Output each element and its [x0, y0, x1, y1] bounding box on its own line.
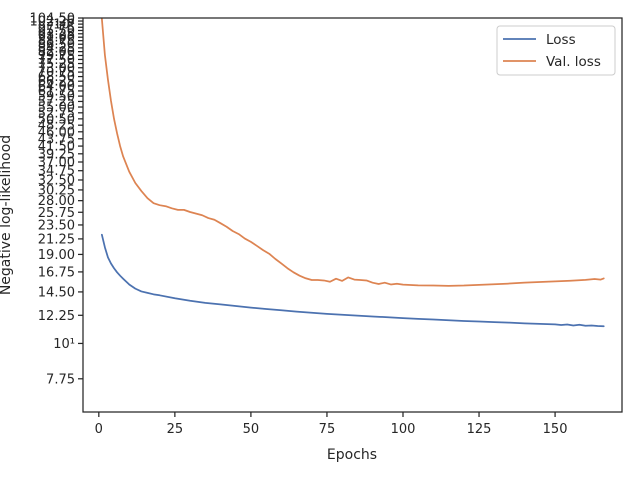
y-tick-label: 16.75 [38, 265, 75, 280]
plot-frame [82, 17, 623, 413]
y-tick-label: 82.00 [38, 45, 75, 60]
y-tick-label: 77.50 [38, 53, 75, 68]
series-layer [100, 17, 605, 328]
y-tick-label: 28.00 [38, 194, 75, 209]
y-tick-label: 41.50 [38, 140, 75, 155]
y-tick-label: 68.50 [38, 70, 75, 85]
y-tick-label: 57.25 [38, 95, 75, 110]
legend: Loss Val. loss [496, 25, 616, 76]
y-tick-label: 84.25 [38, 41, 75, 56]
y-tick-label: 7.75 [46, 372, 75, 387]
y-tick-label: 104.50 [30, 12, 76, 27]
y-tick-label: 50.50 [38, 112, 75, 127]
x-tick-label: 125 [467, 422, 492, 437]
y-tick-label: 46.00 [38, 125, 75, 140]
legend-label-loss: Loss [546, 32, 576, 48]
y-tick-label: 32.50 [38, 173, 75, 188]
plot-background [83, 18, 622, 412]
y-tick-label: 73.00 [38, 61, 75, 76]
y-tick-label: 21.25 [38, 232, 75, 247]
x-tick-label: 100 [391, 422, 416, 437]
y-tick-label: 37.00 [38, 155, 75, 170]
x-axis: 0 25 50 75 100 125 150 [95, 412, 568, 437]
x-tick-label: 75 [319, 422, 336, 437]
y-tick-label: 70.75 [38, 66, 75, 81]
y-tick-label: 55.00 [38, 101, 75, 116]
y-tick-label: 59.50 [38, 90, 75, 105]
y-axis-label: Negative log-likelihood [0, 135, 14, 295]
x-axis-label: Epochs [327, 447, 377, 463]
y-tick-label: 43.75 [38, 132, 75, 147]
y-tick-label: 14.50 [38, 285, 75, 300]
plot-area [83, 18, 622, 412]
x-tick-label: 150 [543, 422, 568, 437]
x-tick-label: 50 [243, 422, 260, 437]
y-tick-label: 52.75 [38, 106, 75, 121]
y-tick-label: 88.75 [38, 34, 75, 49]
legend-entry-val-loss: Val. loss [503, 54, 601, 70]
y-tick-label: 25.75 [38, 206, 75, 221]
x-tick-label: 0 [95, 422, 103, 437]
axes-spines [82, 17, 623, 413]
y-tick-label: 66.25 [38, 75, 75, 90]
y-tick-label: 79.75 [38, 49, 75, 64]
y-tick-label: 93.25 [38, 27, 75, 42]
y-tick-label: 86.50 [38, 38, 75, 53]
y-tick-label: 97.75 [38, 21, 75, 36]
y-axis: 7.75 10¹ 12.25 14.50 16.75 19.0021.2523.5025.… [30, 12, 83, 387]
y-tick-label: 48.25 [38, 119, 75, 134]
series-line-val-loss [100, 17, 605, 287]
y-tick-label: 64.00 [38, 79, 75, 94]
y-tick-label: 91.00 [38, 31, 75, 46]
y-tick-label: 39.25 [38, 147, 75, 162]
x-tick-label: 25 [167, 422, 184, 437]
legend-label-val-loss: Val. loss [546, 54, 601, 70]
y-tick-label: 30.25 [38, 183, 75, 198]
y-tick-label: 95.50 [38, 24, 75, 39]
y-tick-label: 61.75 [38, 84, 75, 99]
y-tick-label: 19.00 [38, 248, 75, 263]
y-tick-label: 34.75 [38, 164, 75, 179]
y-tick-label: 23.50 [38, 218, 75, 233]
y-tick-label: 75.25 [38, 57, 75, 72]
y-tick-label: 12.25 [38, 309, 75, 324]
y-tick-label: 102.25 [30, 15, 76, 30]
legend-entry-loss: Loss [503, 32, 576, 48]
y-tick-label: 10² [53, 18, 75, 33]
series-line-loss [100, 233, 605, 328]
y-tick-label: 10¹ [53, 337, 75, 352]
